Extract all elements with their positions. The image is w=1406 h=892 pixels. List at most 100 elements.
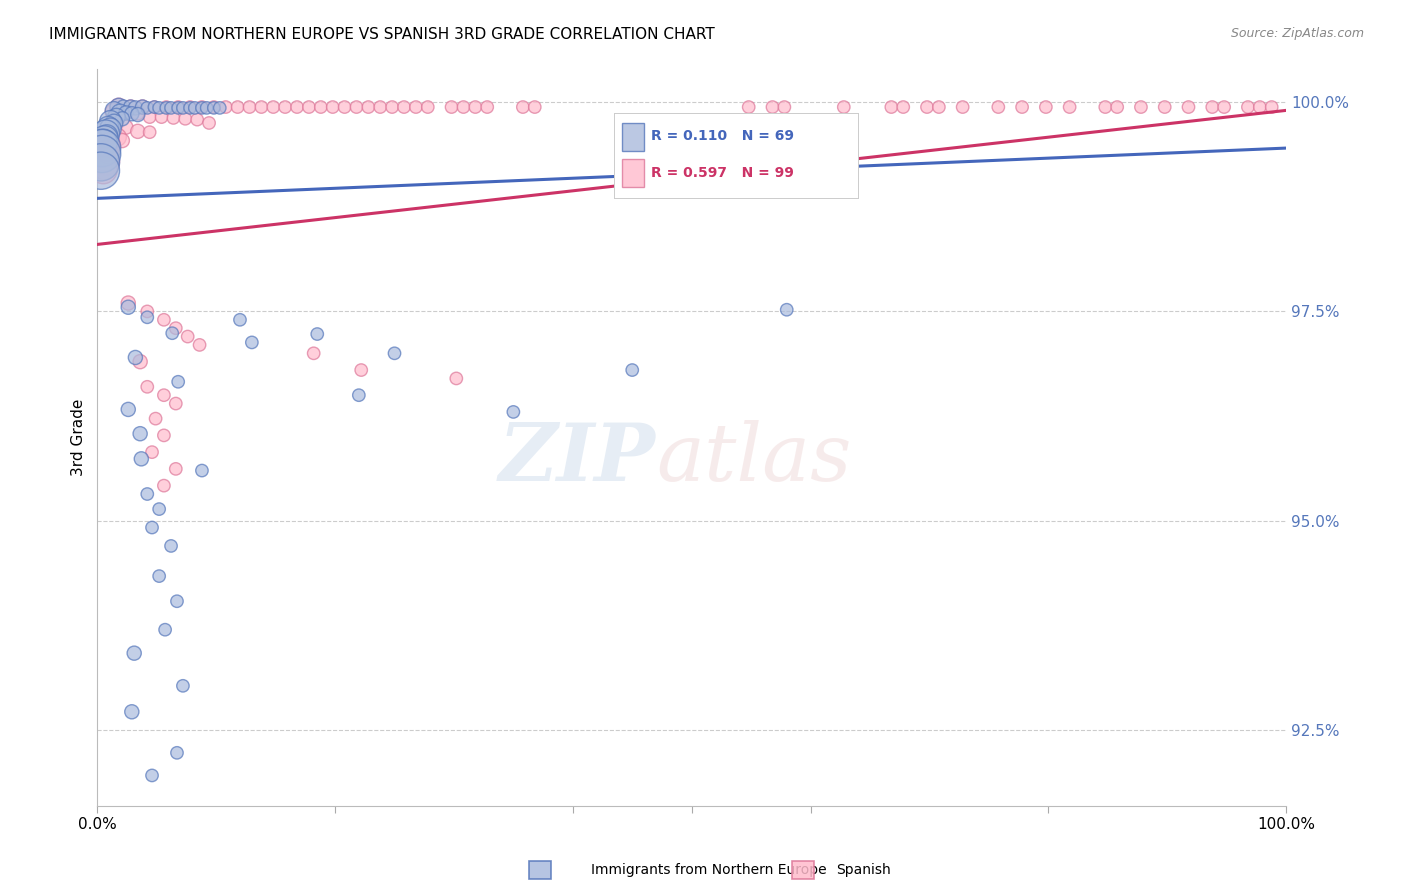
Point — [148, 502, 170, 516]
Point — [129, 354, 152, 368]
Text: Source: ZipAtlas.com: Source: ZipAtlas.com — [1230, 27, 1364, 40]
Point — [121, 107, 143, 121]
Point — [91, 162, 114, 177]
Point — [928, 100, 950, 114]
Point — [97, 120, 120, 135]
Point — [153, 478, 176, 492]
Point — [138, 110, 160, 124]
Point — [97, 146, 120, 161]
Point — [512, 100, 534, 114]
Point — [153, 313, 176, 327]
Point — [136, 310, 159, 325]
Point — [131, 100, 153, 114]
Text: ZIP: ZIP — [499, 420, 657, 498]
Point — [150, 110, 173, 124]
Point — [160, 539, 183, 553]
Point — [138, 125, 160, 139]
Point — [121, 705, 143, 719]
Point — [446, 371, 468, 385]
Point — [761, 100, 783, 114]
Point — [346, 100, 368, 114]
Point — [184, 101, 207, 115]
Point — [141, 768, 163, 782]
Point — [738, 100, 761, 114]
Point — [215, 100, 238, 114]
Point — [117, 402, 139, 417]
Point — [136, 304, 159, 318]
Point — [136, 380, 159, 394]
Point — [112, 100, 135, 114]
Point — [107, 130, 129, 145]
Point — [832, 100, 855, 114]
Point — [453, 100, 475, 114]
Point — [350, 363, 373, 377]
Point — [179, 101, 201, 115]
Point — [1011, 100, 1033, 114]
Point — [307, 326, 329, 341]
Text: IMMIGRANTS FROM NORTHERN EUROPE VS SPANISH 3RD GRADE CORRELATION CHART: IMMIGRANTS FROM NORTHERN EUROPE VS SPANI… — [49, 27, 716, 42]
Point — [141, 520, 163, 534]
Point — [108, 106, 131, 120]
Point — [172, 101, 194, 115]
Point — [240, 335, 263, 350]
Point — [145, 411, 167, 425]
Point — [298, 100, 321, 114]
Point — [176, 329, 198, 343]
Point — [891, 100, 914, 114]
Point — [188, 338, 211, 352]
Point — [198, 116, 221, 130]
Point — [1153, 100, 1175, 114]
Point — [141, 445, 163, 459]
Point — [202, 100, 225, 114]
Point — [103, 119, 125, 133]
Point — [333, 100, 356, 114]
Point — [1177, 100, 1199, 114]
Text: Spanish: Spanish — [837, 863, 891, 877]
Point — [162, 111, 184, 125]
Point — [115, 105, 138, 120]
Point — [111, 112, 134, 126]
Point — [381, 100, 404, 114]
Point — [1094, 100, 1116, 114]
Point — [129, 426, 152, 441]
Point — [167, 375, 190, 389]
Point — [165, 321, 187, 335]
Point — [107, 100, 129, 114]
Point — [94, 127, 117, 141]
Point — [136, 101, 159, 115]
Point — [166, 594, 188, 608]
Point — [127, 106, 149, 120]
Point — [115, 120, 138, 135]
Point — [202, 101, 225, 115]
Point — [464, 100, 486, 114]
Point — [167, 100, 190, 114]
Point — [384, 346, 406, 360]
Point — [120, 100, 142, 114]
Point — [160, 101, 183, 115]
Point — [952, 100, 974, 114]
Point — [405, 100, 427, 114]
Point — [100, 139, 122, 153]
Point — [880, 100, 903, 114]
Point — [191, 101, 214, 115]
Point — [172, 679, 194, 693]
Point — [131, 451, 153, 466]
Point — [107, 100, 129, 114]
Point — [127, 124, 149, 138]
Point — [1201, 100, 1223, 114]
Point — [621, 363, 644, 377]
Point — [1059, 100, 1081, 114]
Point — [120, 100, 142, 114]
Point — [229, 313, 252, 327]
Point — [167, 101, 190, 115]
Point — [91, 141, 114, 155]
Point — [96, 128, 118, 143]
Point — [1107, 100, 1129, 114]
Point — [143, 100, 166, 114]
Point — [153, 428, 176, 442]
Point — [523, 100, 546, 114]
Y-axis label: 3rd Grade: 3rd Grade — [72, 399, 86, 475]
Point — [93, 150, 115, 164]
Point — [1249, 100, 1271, 114]
Point — [250, 100, 273, 114]
